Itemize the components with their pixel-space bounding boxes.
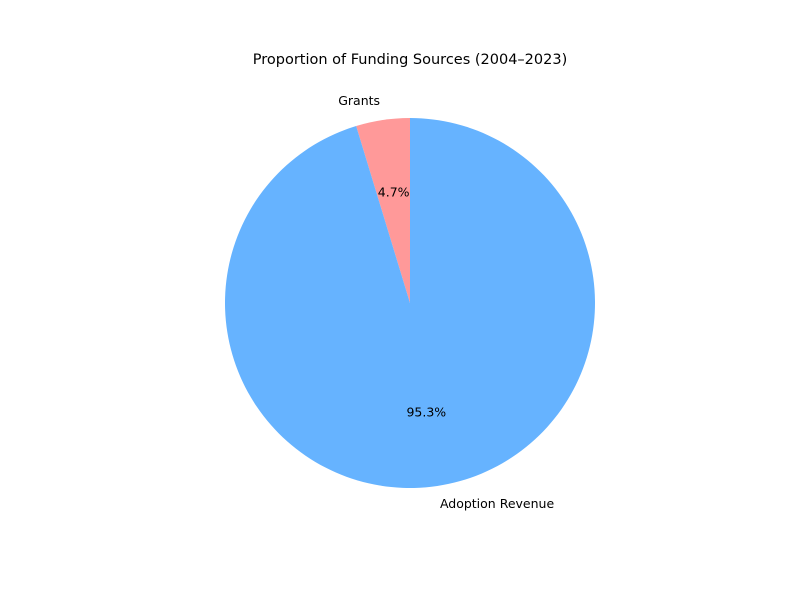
slice-label-adoption-revenue: Adoption Revenue bbox=[440, 496, 555, 511]
slice-label-grants: Grants bbox=[338, 93, 380, 108]
pie-slice-grants bbox=[356, 118, 410, 303]
chart-title: Proportion of Funding Sources (2004–2023… bbox=[253, 52, 568, 68]
pie-slice-adoption-revenue bbox=[225, 118, 596, 488]
pie-labels: Grants 4.7% Adoption Revenue 95.3% bbox=[338, 93, 554, 511]
slice-percent-adoption-revenue: 95.3% bbox=[406, 404, 446, 419]
pie-slices bbox=[225, 118, 596, 488]
slice-percent-grants: 4.7% bbox=[378, 185, 410, 200]
